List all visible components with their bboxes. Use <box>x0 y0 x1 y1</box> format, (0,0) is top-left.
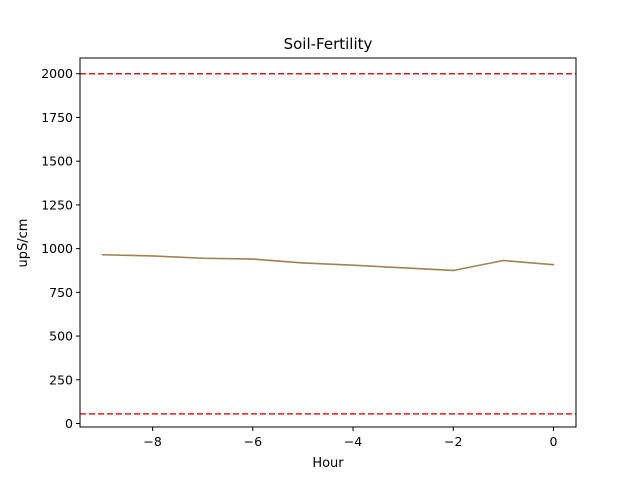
data-point <box>101 253 104 256</box>
y-tick-label: 2000 <box>41 66 73 81</box>
y-tick-label: 0 <box>65 416 73 431</box>
y-tick-label: 250 <box>49 372 73 387</box>
axes-frame <box>79 57 577 428</box>
x-tick-label: −6 <box>244 434 262 449</box>
chart-title: Soil-Fertility <box>284 35 373 53</box>
x-tick-label: −8 <box>143 434 161 449</box>
data-point <box>452 269 455 272</box>
data-point <box>252 258 254 260</box>
x-tick-label: −2 <box>444 434 462 449</box>
y-tick-label: 750 <box>49 285 73 300</box>
y-axis-ticks: 0 250 500 750 1000 1250 1500 1750 2000 <box>41 66 80 431</box>
data-point <box>552 263 555 266</box>
x-axis-label: Hour <box>312 456 344 471</box>
plot-area <box>80 72 576 415</box>
x-axis-ticks: −8 −6 −4 −2 0 <box>143 427 557 449</box>
y-tick-label: 1000 <box>41 241 73 256</box>
y-tick-label: 1750 <box>41 110 73 125</box>
data-point <box>402 267 404 269</box>
x-tick-label: 0 <box>549 434 557 449</box>
y-tick-label: 500 <box>49 329 73 344</box>
x-tick-label: −4 <box>344 434 362 449</box>
y-tick-label: 1500 <box>41 154 73 169</box>
data-point <box>201 257 204 260</box>
data-point <box>151 255 154 257</box>
y-tick-label: 1250 <box>41 197 73 212</box>
data-point <box>352 264 354 267</box>
data-point <box>302 262 304 264</box>
series-line-0 <box>101 253 555 272</box>
data-point <box>502 259 505 262</box>
y-axis-label: upS/cm <box>16 219 31 268</box>
